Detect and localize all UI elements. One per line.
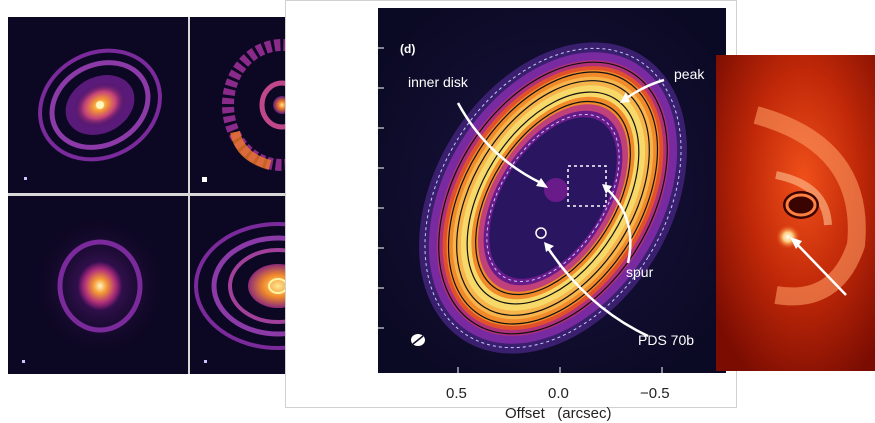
pds70-disk-image: (d) inner disk peak spur PDS 70b	[378, 8, 726, 373]
x-tick-0.0: 0.0	[548, 385, 569, 402]
panel-tag: (d)	[400, 42, 416, 56]
disk-image-3	[8, 196, 188, 374]
scattered-light-image	[716, 55, 875, 371]
x-tick-0.5: 0.5	[446, 385, 467, 402]
x-axis-title: Offset (arcsec)	[505, 405, 611, 422]
label-inner-disk: inner disk	[408, 74, 468, 90]
x-axis-label: Offset	[505, 405, 545, 422]
disk-image-1	[8, 17, 188, 193]
label-spur: spur	[626, 264, 654, 280]
x-axis-unit: (arcsec)	[557, 405, 612, 422]
label-planet: PDS 70b	[638, 332, 695, 348]
label-peak: peak	[674, 66, 705, 82]
x-tick-minus-0.5: −0.5	[640, 385, 670, 402]
